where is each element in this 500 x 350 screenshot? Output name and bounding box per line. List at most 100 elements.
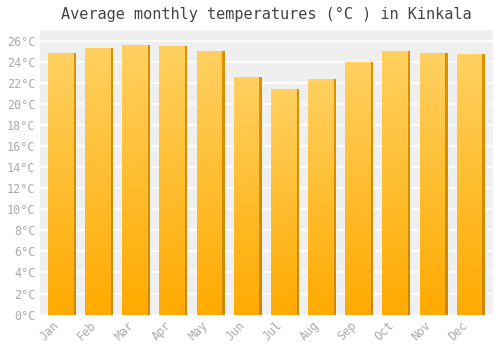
Bar — [271, 306, 299, 309]
Bar — [185, 123, 188, 126]
Bar — [371, 128, 373, 131]
Bar — [271, 185, 299, 188]
Bar — [334, 176, 336, 179]
Bar — [334, 291, 336, 294]
Bar — [160, 271, 188, 274]
Bar — [111, 94, 113, 98]
Bar — [308, 208, 336, 211]
Bar — [308, 235, 336, 238]
Bar — [160, 258, 188, 261]
Bar — [185, 201, 188, 204]
Bar — [48, 269, 76, 272]
Bar — [260, 291, 262, 294]
Bar — [457, 305, 484, 308]
Bar — [122, 149, 150, 153]
Bar — [111, 111, 113, 115]
Bar — [48, 70, 76, 73]
Bar — [148, 227, 150, 230]
Bar — [346, 122, 373, 125]
Bar — [111, 268, 113, 271]
Bar — [420, 259, 448, 262]
Bar — [420, 102, 448, 105]
Bar — [111, 295, 113, 298]
Bar — [122, 176, 150, 180]
Bar — [382, 222, 410, 226]
Bar — [48, 210, 76, 213]
Bar — [420, 233, 448, 236]
Bar — [111, 128, 113, 131]
Bar — [308, 303, 336, 306]
Bar — [446, 141, 448, 145]
Bar — [48, 158, 76, 161]
Bar — [334, 205, 336, 208]
Bar — [482, 136, 484, 139]
Bar — [296, 298, 299, 301]
Bar — [457, 197, 484, 201]
Bar — [296, 179, 299, 182]
Bar — [420, 197, 448, 200]
Bar — [160, 234, 188, 237]
Bar — [260, 77, 262, 80]
Bar — [85, 268, 113, 271]
Bar — [420, 213, 448, 217]
Bar — [371, 220, 373, 223]
Bar — [271, 275, 299, 278]
Bar — [85, 215, 113, 218]
Bar — [260, 255, 262, 258]
Bar — [371, 210, 373, 214]
Bar — [85, 145, 113, 148]
Bar — [446, 63, 448, 66]
Bar — [222, 212, 224, 216]
Bar — [446, 177, 448, 181]
Bar — [346, 283, 373, 286]
Bar — [148, 311, 150, 315]
Bar — [234, 270, 262, 273]
Bar — [74, 86, 76, 89]
Bar — [234, 160, 262, 163]
Bar — [260, 92, 262, 95]
Bar — [308, 297, 336, 300]
Bar — [382, 199, 410, 203]
Bar — [308, 188, 336, 191]
Bar — [74, 187, 76, 190]
Bar — [420, 252, 448, 256]
Bar — [382, 84, 410, 88]
Bar — [334, 146, 336, 149]
Bar — [85, 65, 113, 68]
Bar — [234, 98, 262, 101]
Bar — [260, 285, 262, 288]
Bar — [408, 94, 410, 97]
Bar — [196, 127, 224, 130]
Bar — [160, 52, 188, 56]
Bar — [446, 109, 448, 112]
Bar — [382, 160, 410, 163]
Bar — [346, 116, 373, 119]
Bar — [457, 103, 484, 106]
Bar — [457, 269, 484, 272]
Bar — [382, 117, 410, 120]
Bar — [160, 56, 188, 59]
Bar — [234, 140, 262, 143]
Bar — [296, 261, 299, 264]
Bar — [234, 282, 262, 285]
Bar — [74, 79, 76, 83]
Bar — [234, 250, 262, 252]
Bar — [446, 66, 448, 70]
Bar — [420, 115, 448, 119]
Bar — [382, 166, 410, 170]
Bar — [234, 95, 262, 98]
Bar — [271, 92, 299, 95]
Bar — [74, 210, 76, 213]
Bar — [420, 171, 448, 174]
Bar — [234, 291, 262, 294]
Bar — [420, 89, 448, 92]
Bar — [196, 114, 224, 117]
Bar — [185, 207, 188, 210]
Bar — [74, 154, 76, 158]
Bar — [296, 160, 299, 162]
Bar — [382, 301, 410, 305]
Bar — [234, 77, 262, 80]
Bar — [160, 298, 188, 301]
Bar — [482, 233, 484, 237]
Bar — [260, 149, 262, 152]
